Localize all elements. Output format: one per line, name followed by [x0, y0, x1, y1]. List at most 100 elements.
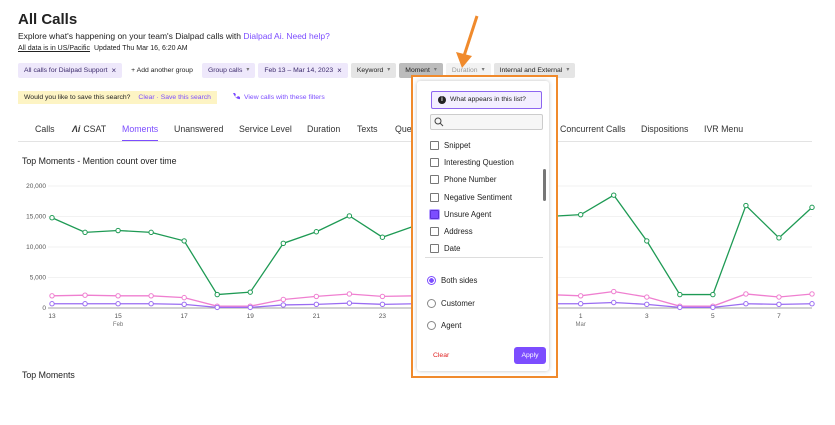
- scrollbar[interactable]: [543, 169, 546, 201]
- data-point: [214, 291, 220, 298]
- tab-label: Service Level: [239, 124, 292, 134]
- data-point: [82, 301, 88, 307]
- y-tick-label: 0: [42, 305, 46, 312]
- data-point: [809, 291, 815, 297]
- data-point: [379, 234, 386, 240]
- data-point: [148, 293, 154, 299]
- view-calls[interactable]: View calls with these filters: [232, 91, 325, 104]
- tab[interactable]: Dispositions: [641, 124, 688, 134]
- radio[interactable]: [427, 276, 436, 285]
- x-tick-label: 17: [181, 313, 189, 320]
- checkbox[interactable]: [430, 192, 439, 202]
- checkbox[interactable]: [430, 227, 439, 236]
- side-label: Both sides: [441, 276, 478, 285]
- x-sublabel: Feb: [113, 322, 124, 328]
- tab[interactable]: Service Level: [239, 124, 292, 134]
- tab[interactable]: IVR Menu: [704, 124, 743, 134]
- checkbox[interactable]: [430, 209, 439, 219]
- timezone[interactable]: All data is in US/Pacific: [18, 45, 90, 52]
- option-label: Address: [444, 227, 473, 236]
- save-prompt: Would you like to save this search?: [24, 94, 131, 101]
- checkbox[interactable]: [430, 244, 439, 254]
- side-option[interactable]: Agent: [427, 321, 461, 330]
- data-point: [743, 291, 749, 297]
- filter-chip[interactable]: Keyword ▾: [350, 63, 397, 78]
- filter-chip[interactable]: Duration ▾: [445, 63, 491, 78]
- tab-label: Texts: [357, 124, 378, 134]
- clear-button[interactable]: Clear: [433, 352, 450, 359]
- data-point: [49, 301, 55, 307]
- data-point: [611, 299, 617, 306]
- option[interactable]: Interesting Question: [430, 158, 514, 168]
- filter-chip[interactable]: Moment ▾: [399, 63, 443, 78]
- x-tick-label: 23: [379, 313, 387, 320]
- apply-button[interactable]: Apply: [514, 347, 546, 364]
- option[interactable]: Phone Number: [430, 175, 496, 185]
- option[interactable]: Date: [430, 244, 460, 254]
- search-icon: [434, 117, 444, 127]
- data-point: [644, 301, 650, 308]
- caret: ▾: [387, 67, 391, 73]
- checkbox[interactable]: [430, 158, 439, 168]
- x-tick-label: 21: [313, 313, 321, 320]
- caret: ▾: [433, 67, 437, 73]
- help-link[interactable]: Need help?: [286, 31, 330, 41]
- help-button[interactable]: i What appears in this list?: [431, 91, 542, 109]
- data-point: [644, 238, 650, 244]
- option[interactable]: Snippet: [430, 141, 470, 150]
- x-tick-label: 3: [645, 313, 649, 320]
- data-point: [677, 304, 683, 311]
- save-actions[interactable]: Clear · Save this search: [138, 94, 211, 101]
- data-point: [82, 229, 88, 236]
- checkbox[interactable]: [430, 141, 439, 150]
- tab[interactable]: Moments: [122, 124, 158, 134]
- data-point: [677, 291, 683, 298]
- view-calls-text: View calls with these filters: [244, 94, 325, 101]
- arrow: [456, 15, 479, 68]
- data-point: [280, 240, 287, 247]
- y-tick-label: 10,000: [26, 244, 46, 251]
- data-point: [49, 293, 55, 299]
- page-title: All Calls: [18, 11, 78, 28]
- filter-chip[interactable]: Feb 13 – Mar 14, 2023 ×: [258, 63, 348, 78]
- filter-label: Duration: [451, 67, 478, 74]
- filter-chip[interactable]: All calls for Dialpad Support ×: [18, 63, 123, 78]
- side-label: Agent: [441, 321, 462, 330]
- data-point: [776, 294, 782, 300]
- checkbox[interactable]: [430, 175, 439, 185]
- y-tick-label: 5,000: [30, 275, 47, 282]
- tab[interactable]: Concurrent Calls: [560, 124, 626, 134]
- side-label: Customer: [441, 298, 475, 308]
- remove-icon[interactable]: ×: [111, 66, 117, 75]
- tab[interactable]: Duration: [307, 124, 340, 134]
- section-title: Top Moments: [22, 370, 75, 380]
- radio[interactable]: [427, 321, 436, 330]
- x-tick-label: 15: [114, 313, 122, 320]
- save-bar: Would you like to save this search? Clear…: [18, 91, 217, 104]
- data-point: [743, 301, 749, 307]
- radio[interactable]: [427, 298, 436, 308]
- subtitle: Explore what's happening on your team's …: [18, 31, 330, 41]
- tab[interactable]: Texts: [357, 124, 378, 134]
- data-point: [577, 301, 584, 307]
- search-box[interactable]: [430, 114, 543, 130]
- remove-icon[interactable]: ×: [337, 66, 342, 75]
- moment-dropdown: i What appears in this list? Clear Apply …: [417, 81, 549, 371]
- tab[interactable]: Unanswered: [174, 124, 223, 134]
- data-point: [313, 301, 320, 308]
- chart-title: Top Moments - Mention count over time: [22, 156, 177, 166]
- option[interactable]: Address: [430, 227, 473, 236]
- ai-link[interactable]: Dialpad Ai.: [243, 31, 284, 41]
- tab[interactable]: Λi CSAT: [72, 124, 106, 134]
- side-option[interactable]: Customer: [427, 298, 475, 308]
- data-point: [148, 301, 154, 307]
- filter-chip[interactable]: Internal and External ▾: [493, 63, 576, 78]
- option[interactable]: Negative Sentiment: [430, 192, 512, 202]
- option[interactable]: Unsure Agent: [430, 209, 491, 219]
- side-option[interactable]: Both sides: [427, 276, 477, 285]
- tab[interactable]: Queue: [395, 124, 421, 134]
- filter-chip[interactable]: + Add another group: [125, 63, 199, 78]
- tab[interactable]: Calls: [35, 124, 55, 134]
- filter-label: All calls for Dialpad Support: [24, 67, 108, 74]
- filter-chip[interactable]: Group calls ▾: [201, 63, 256, 78]
